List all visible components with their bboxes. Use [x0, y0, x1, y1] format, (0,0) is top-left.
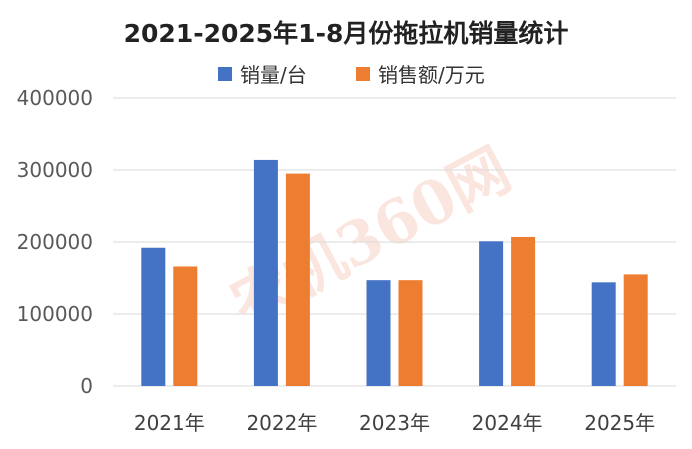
y-tick-label: 400000 — [17, 86, 93, 110]
chart-title: 2021-2025年1-8月份拖拉机销量统计 — [124, 19, 569, 48]
legend-swatch-series-1 — [218, 67, 232, 81]
y-axis-ticks: 0 100000 200000 300000 400000 — [17, 86, 93, 398]
bar-sales-revenue-2 — [285, 173, 310, 386]
bar-sales-revenue-5 — [623, 274, 648, 386]
bar-sales-units-5 — [591, 282, 616, 386]
y-tick-label: 300000 — [17, 158, 93, 182]
x-category-label: 2021年 — [134, 411, 205, 435]
legend-swatch-series-2 — [356, 67, 370, 81]
bar-sales-units-4 — [479, 241, 504, 386]
x-category-label: 2023年 — [359, 411, 430, 435]
bar-sales-units-3 — [366, 280, 391, 386]
gridlines — [113, 97, 676, 387]
x-axis-labels: 2021年 2022年 2023年 2024年 2025年 — [134, 411, 655, 435]
y-tick-label: 200000 — [17, 230, 93, 254]
bar-sales-revenue-1 — [173, 266, 198, 386]
bar-sales-units-1 — [141, 247, 166, 386]
x-category-label: 2022年 — [246, 411, 317, 435]
chart-legend: 销量/台 销售额/万元 — [218, 63, 485, 87]
x-category-label: 2024年 — [472, 411, 543, 435]
x-category-label: 2025年 — [584, 411, 655, 435]
bar-sales-revenue-4 — [511, 236, 536, 386]
y-tick-label: 0 — [80, 374, 93, 398]
bar-sales-revenue-3 — [398, 280, 423, 386]
legend-label-series-2: 销售额/万元 — [378, 63, 485, 87]
bars-group — [141, 159, 648, 386]
y-tick-label: 100000 — [17, 302, 93, 326]
legend-label-series-1: 销量/台 — [240, 63, 307, 87]
bar-sales-units-2 — [253, 159, 278, 386]
